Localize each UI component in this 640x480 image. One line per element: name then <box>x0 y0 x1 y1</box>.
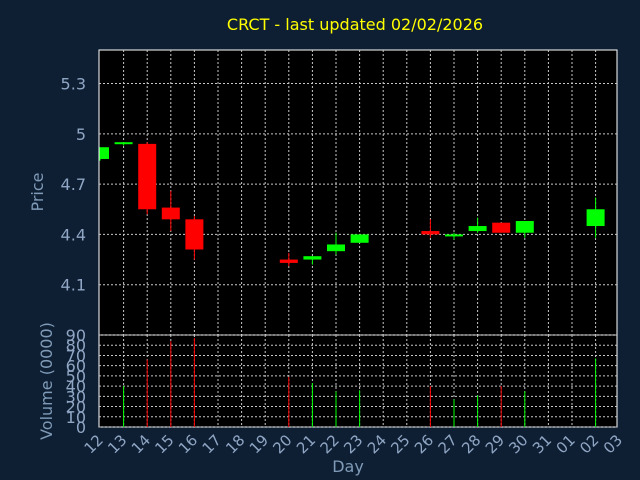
candle-body <box>421 231 440 235</box>
price-panel: 4.1 4.4 4.7 5 5.3 Price <box>28 49 618 336</box>
candle-body <box>586 209 605 227</box>
candle-body <box>161 207 180 220</box>
price-tick-label: 4.7 <box>61 175 86 194</box>
price-plot-area <box>98 49 618 336</box>
candle-15 <box>161 190 180 232</box>
volume-tick-label: 40 <box>66 377 86 396</box>
candle-body <box>327 244 345 252</box>
price-tick-label: 5 <box>76 125 86 144</box>
volume-axis-label: Volume (0000) <box>37 322 56 440</box>
price-grid <box>99 50 617 335</box>
candle-body <box>468 226 487 232</box>
volume-plot-area <box>98 334 618 428</box>
candle-14 <box>138 142 157 215</box>
price-tick-label: 4.1 <box>61 276 86 295</box>
candles <box>99 142 605 267</box>
candle-body <box>138 143 157 210</box>
candle-21 <box>303 256 322 265</box>
volume-tick-label: 50 <box>66 367 86 386</box>
candle-02 <box>586 197 605 238</box>
candle-29 <box>492 222 511 233</box>
x-axis-ticks: 1213141516171819202122232425262728293031… <box>81 431 626 457</box>
candle-body <box>350 234 369 243</box>
candle-body <box>492 222 511 233</box>
volume-tick-label: 30 <box>66 387 86 406</box>
candle-28 <box>468 217 487 233</box>
candle-20 <box>279 252 298 267</box>
candle-body <box>185 219 204 250</box>
volume-bars <box>123 338 597 427</box>
candle-body <box>515 221 534 233</box>
price-axis-label: Price <box>28 172 47 211</box>
volume-tick-label: 70 <box>66 346 86 365</box>
volume-tick-label: 0 <box>76 418 86 437</box>
volume-tick-label: 90 <box>66 326 86 345</box>
candle-body <box>303 256 322 260</box>
x-axis-label: Day <box>332 457 364 476</box>
candle-27 <box>445 232 463 240</box>
volume-tick-label: 20 <box>66 398 86 417</box>
price-tick-label: 5.3 <box>61 75 86 94</box>
price-tick-label: 4.4 <box>61 225 86 244</box>
candle-body <box>114 142 133 145</box>
candle-22 <box>327 232 345 255</box>
chart-title: CRCT - last updated 02/02/2026 <box>227 15 483 34</box>
price-y-ticks: 4.1 4.4 4.7 5 5.3 <box>61 75 86 295</box>
candle-26 <box>421 219 440 238</box>
candle-body <box>279 259 298 263</box>
volume-tick-label: 80 <box>66 336 86 355</box>
volume-tick-label: 60 <box>66 357 86 376</box>
candle-23 <box>350 234 369 243</box>
candle-body <box>445 234 463 237</box>
volume-tick-label: 10 <box>66 408 86 427</box>
candle-16 <box>185 215 204 260</box>
candle-12 <box>99 147 109 161</box>
candle-13 <box>114 142 133 146</box>
candle-body <box>100 147 109 159</box>
candle-30 <box>515 221 534 238</box>
